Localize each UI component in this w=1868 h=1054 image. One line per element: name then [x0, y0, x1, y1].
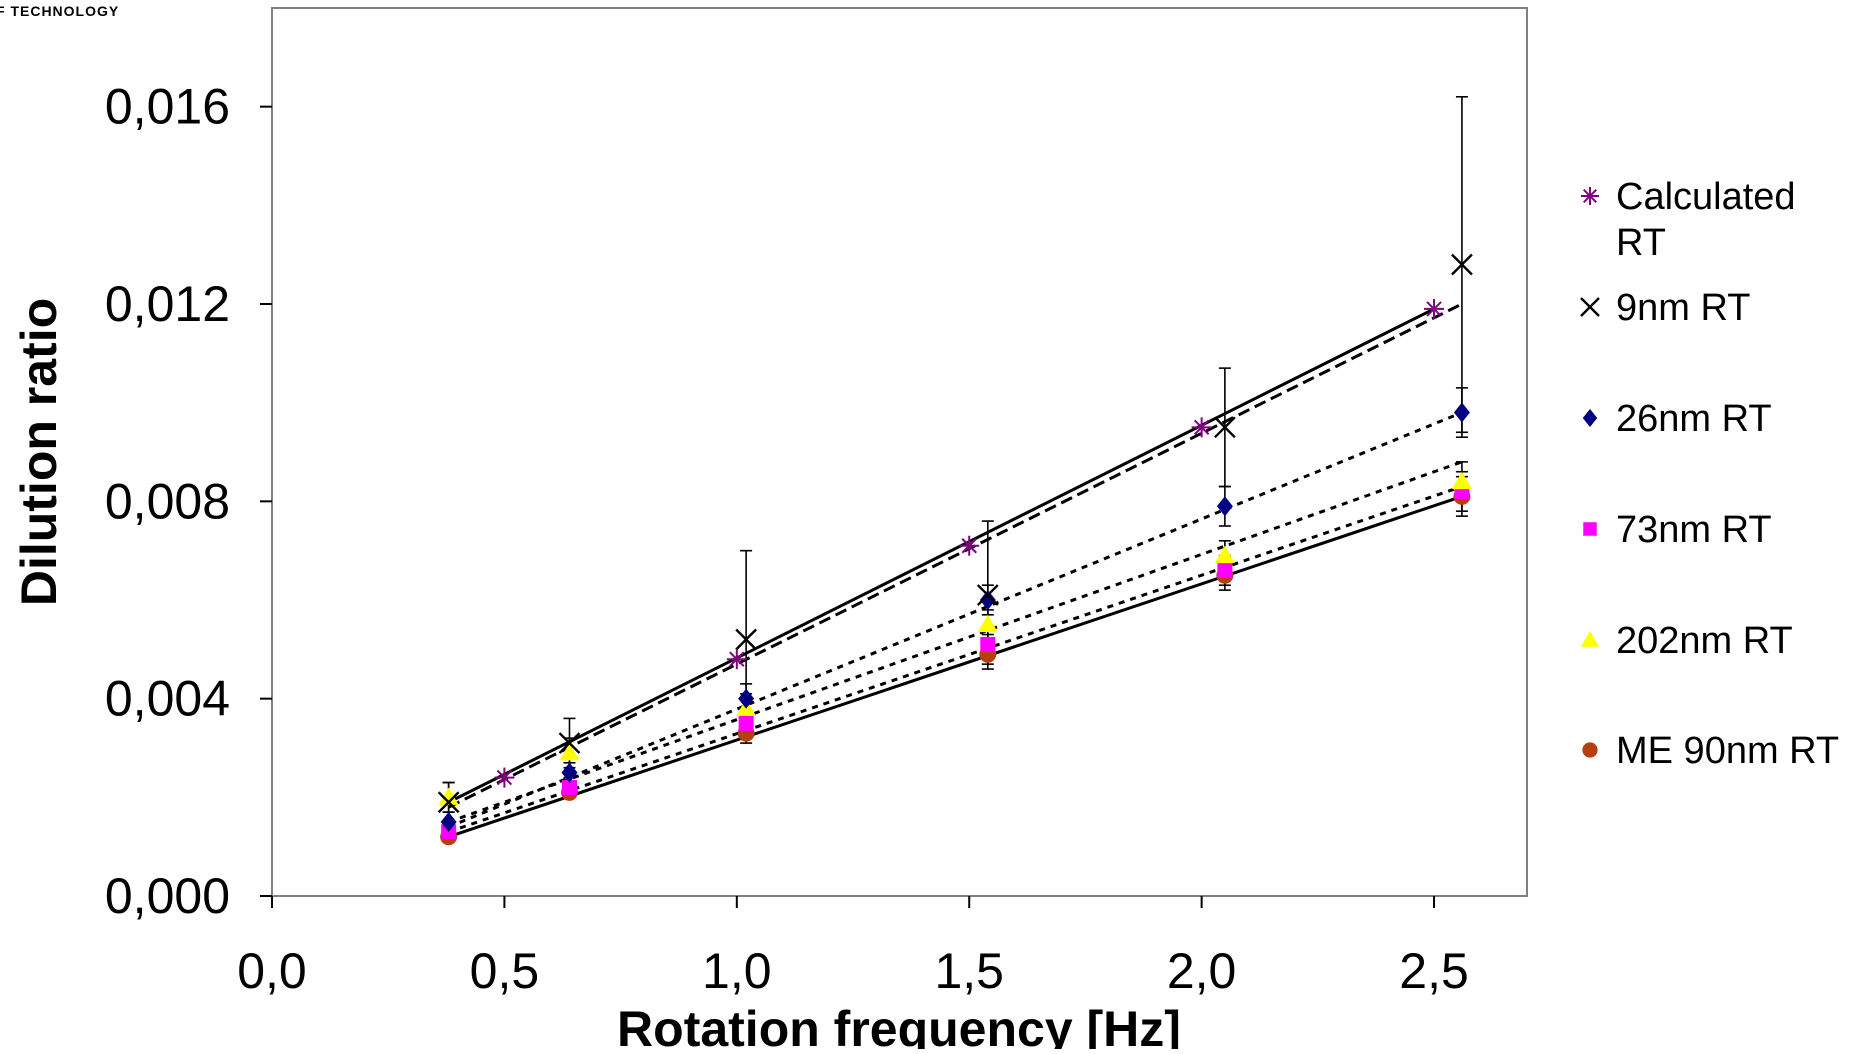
- trendline: [448, 485, 1463, 834]
- data-point: [977, 614, 998, 633]
- x-tick-label: 1,5: [934, 943, 1004, 999]
- y-tick-label: 0,000: [105, 868, 230, 924]
- marker-shape: [738, 688, 755, 709]
- y-tick-label: 0,004: [105, 671, 230, 727]
- trendlines: [447, 302, 1463, 839]
- data-point: [1424, 298, 1445, 319]
- marker-stroke: [735, 628, 757, 651]
- data-point: [976, 584, 999, 606]
- data-point: [1217, 562, 1233, 578]
- legend-marker: [1582, 742, 1598, 758]
- marker-shape: [979, 590, 996, 610]
- legend-marker: [1582, 409, 1598, 427]
- marker-shape: [1583, 522, 1597, 536]
- legend-marker: [1580, 297, 1600, 317]
- marker-stroke: [1580, 297, 1600, 317]
- marker-shape: [1217, 562, 1233, 578]
- trendline: [448, 460, 1463, 824]
- x-tick-label: 0,0: [237, 943, 307, 999]
- data-point: [738, 715, 754, 731]
- data-point: [1451, 471, 1472, 490]
- axes: 0,000 0,004 0,008 0,012 0,016 0,0 0,5 1,0 1,5 2,0…: [105, 8, 1527, 999]
- legend-marker: [1581, 631, 1599, 647]
- marker-shape: [980, 636, 996, 652]
- data-point: [735, 628, 757, 651]
- data-point: [959, 535, 980, 556]
- trendline: [447, 307, 1435, 804]
- data-point: [1214, 416, 1236, 439]
- data-point: [1453, 402, 1470, 423]
- x-axis-title: Rotation frequency [Hz]: [617, 1001, 1181, 1049]
- data-point: [440, 812, 457, 832]
- marker-shape: [738, 715, 754, 731]
- data-point: [558, 732, 581, 754]
- corner-logo-text: F TECHNOLOGY: [0, 3, 119, 19]
- data-point: [494, 767, 515, 788]
- marker-shape: [1581, 631, 1599, 647]
- data-point: [437, 791, 460, 814]
- marker-shape: [1453, 402, 1470, 423]
- x-tick-label: 0,5: [470, 943, 540, 999]
- y-axis-title: Dilution ratio: [11, 298, 67, 606]
- trendline: [448, 494, 1463, 839]
- plot-area-frame: [271, 7, 1528, 897]
- data-point: [1216, 496, 1233, 517]
- data-points: [437, 253, 1473, 846]
- marker-shape: [1582, 409, 1598, 427]
- x-tick-label: 2,5: [1399, 943, 1469, 999]
- legend-label: 26nm RT: [1616, 398, 1772, 440]
- trendline: [448, 411, 1463, 829]
- marker-stroke: [558, 732, 581, 754]
- data-point: [979, 590, 996, 610]
- data-point: [1451, 253, 1473, 276]
- data-point: [438, 787, 459, 805]
- marker-stroke: [437, 791, 460, 814]
- legend-marker: [1583, 522, 1597, 536]
- legend-label: ME 90nm RT: [1616, 730, 1839, 772]
- data-point: [1191, 417, 1212, 438]
- data-point: [561, 762, 578, 783]
- x-tick-label: 2,0: [1167, 943, 1237, 999]
- data-point: [559, 742, 580, 761]
- marker-stroke: [1451, 253, 1473, 276]
- trendline: [447, 302, 1463, 809]
- legend-marker: [1581, 187, 1599, 205]
- data-point: [980, 636, 996, 652]
- marker-shape: [1582, 742, 1598, 758]
- legend-label: 73nm RT: [1616, 509, 1772, 551]
- legend-item: 202nm RT: [1581, 620, 1793, 662]
- data-point: [1214, 545, 1235, 564]
- data-point: [726, 649, 747, 670]
- y-tick-label: 0,016: [105, 79, 230, 135]
- legend-item: ME 90nm RT: [1582, 730, 1839, 772]
- marker-shape: [1214, 545, 1235, 564]
- legend-item: 9nm RT: [1580, 287, 1750, 329]
- legend-label: 9nm RT: [1616, 287, 1750, 329]
- marker-shape: [977, 614, 998, 633]
- marker-stroke: [976, 584, 999, 606]
- marker-shape: [438, 787, 459, 805]
- legend-label: Calculated: [1616, 176, 1796, 218]
- x-tick-label: 1,0: [702, 943, 772, 999]
- data-point: [738, 688, 755, 709]
- legend-label: RT: [1616, 222, 1666, 264]
- y-tick-label: 0,008: [105, 473, 230, 529]
- marker-shape: [1451, 471, 1472, 490]
- data-point: [561, 779, 577, 795]
- legend-label: 202nm RT: [1616, 620, 1793, 662]
- marker-shape: [440, 812, 457, 832]
- marker-shape: [1216, 496, 1233, 517]
- legend-item: 26nm RT: [1582, 398, 1772, 440]
- marker-stroke: [1214, 416, 1236, 439]
- legend-item: 73nm RT: [1583, 509, 1772, 551]
- marker-shape: [561, 762, 578, 783]
- y-tick-label: 0,012: [105, 276, 230, 332]
- marker-shape: [561, 779, 577, 795]
- error-bars: [442, 96, 1468, 843]
- marker-shape: [559, 742, 580, 761]
